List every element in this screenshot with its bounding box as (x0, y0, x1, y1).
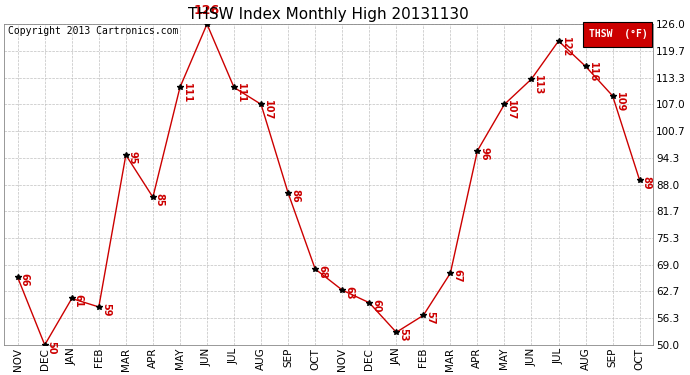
Text: 50: 50 (47, 341, 57, 354)
Text: 59: 59 (101, 303, 111, 316)
Text: 53: 53 (398, 328, 408, 342)
Text: 63: 63 (344, 286, 354, 299)
Text: 122: 122 (560, 37, 571, 57)
Text: 113: 113 (533, 75, 544, 95)
Text: 67: 67 (453, 269, 462, 282)
Text: Copyright 2013 Cartronics.com: Copyright 2013 Cartronics.com (8, 26, 179, 36)
Text: 89: 89 (642, 176, 651, 190)
Text: THSW  (°F): THSW (°F) (589, 29, 647, 39)
Text: 68: 68 (317, 265, 327, 278)
Text: 85: 85 (155, 193, 165, 207)
Text: 111: 111 (182, 83, 192, 104)
Text: 109: 109 (615, 92, 624, 112)
Text: 66: 66 (19, 273, 30, 287)
Text: 61: 61 (74, 294, 83, 308)
Text: 126: 126 (194, 4, 220, 17)
Text: 116: 116 (587, 62, 598, 82)
Text: 111: 111 (236, 83, 246, 104)
Text: 60: 60 (371, 298, 381, 312)
Text: 107: 107 (263, 100, 273, 120)
Title: THSW Index Monthly High 20131130: THSW Index Monthly High 20131130 (188, 6, 469, 21)
Text: 95: 95 (128, 151, 138, 164)
Text: 86: 86 (290, 189, 300, 202)
Text: 107: 107 (506, 100, 516, 120)
Text: 57: 57 (425, 311, 435, 325)
Text: 96: 96 (480, 147, 489, 160)
